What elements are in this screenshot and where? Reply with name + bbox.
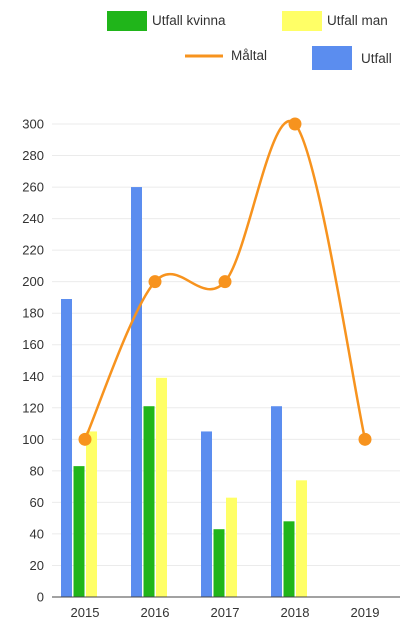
target-point [218,275,232,289]
y-tick-label: 240 [22,211,44,226]
y-tick-label: 200 [22,274,44,289]
x-tick-label: 2018 [281,605,310,619]
x-tick-label: 2019 [351,605,380,619]
bar-utfall-kvinna [143,406,155,597]
bar-utfall [61,299,72,597]
y-axis: 0 20 40 60 80 100 120 140 160 180 200 220 240 260 280 3… [22,117,44,605]
gridlines [52,123,400,566]
y-tick-label: 40 [30,526,44,541]
bar-utfall-kvinna [73,466,85,597]
y-tick-label: 80 [30,463,44,478]
bar-utfall-man [86,431,97,597]
target-line [78,117,372,446]
bar-utfall-kvinna [283,521,295,597]
legend: Utfall kvinna Utfall man Måltal Utfall [107,11,392,70]
bars [61,187,307,598]
legend-label: Utfall kvinna [152,13,226,28]
legend-swatch [107,11,147,31]
y-tick-label: 300 [22,117,44,132]
x-tick-label: 2016 [141,605,170,619]
legend-label: Utfall man [327,13,388,28]
y-tick-label: 120 [22,400,44,415]
y-tick-label: 0 [37,590,44,605]
bar-utfall [271,406,282,597]
legend-label: Måltal [231,48,267,63]
y-tick-label: 260 [22,180,44,195]
target-point [288,117,302,131]
y-tick-label: 180 [22,306,44,321]
y-tick-label: 280 [22,148,44,163]
target-point [358,432,372,446]
bar-utfall-kvinna [213,529,225,597]
y-tick-label: 20 [30,558,44,573]
y-tick-label: 220 [22,243,44,258]
bar-utfall-man [296,480,307,597]
y-tick-label: 60 [30,495,44,510]
target-point [148,275,162,289]
y-tick-label: 140 [22,369,44,384]
bar-utfall-man [156,377,167,597]
legend-label: Utfall [361,51,392,66]
x-axis: 2015 2016 2017 2018 2019 [52,596,400,619]
bar-utfall [131,187,142,598]
y-tick-label: 100 [22,432,44,447]
bar-utfall-man [226,497,237,597]
legend-swatch [312,46,352,70]
x-tick-label: 2015 [71,605,100,619]
legend-swatch [282,11,322,31]
y-tick-label: 160 [22,337,44,352]
bar-utfall [201,431,212,597]
x-tick-label: 2017 [211,605,240,619]
target-line-path [83,119,367,440]
target-point [78,432,92,446]
